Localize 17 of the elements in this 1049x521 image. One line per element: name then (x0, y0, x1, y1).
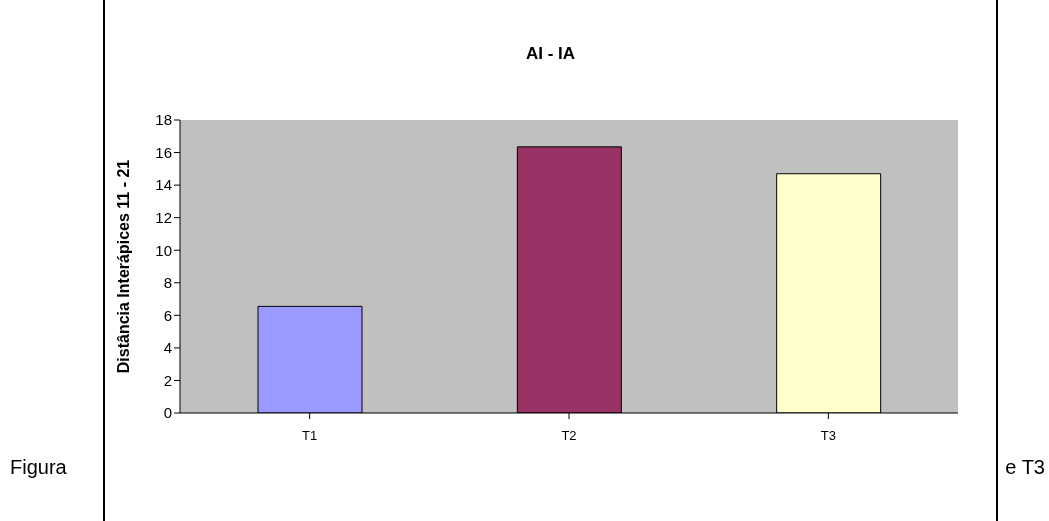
y-tick-label: 18 (155, 111, 172, 129)
y-tick-label: 16 (155, 143, 172, 161)
y-tick-label: 2 (163, 371, 172, 389)
y-tick-label: 6 (163, 306, 172, 324)
y-tick-label: 10 (155, 241, 172, 259)
y-tick-label: 4 (163, 339, 172, 357)
chart-title: AI - IA (524, 44, 577, 64)
x-tick-label: T3 (820, 428, 836, 444)
text: e T3 (1005, 456, 1045, 479)
y-tick-label: 8 (163, 274, 172, 292)
y-tick-label: 14 (155, 176, 172, 194)
x-tick-label: T1 (302, 428, 318, 444)
y-axis-title: Distância Interápices 11 - 21 (114, 159, 132, 374)
y-tick-label: 0 (163, 404, 172, 422)
y-tick-label: 12 (155, 208, 172, 226)
text: Figura (10, 456, 67, 479)
x-tick-label: T2 (561, 428, 577, 444)
